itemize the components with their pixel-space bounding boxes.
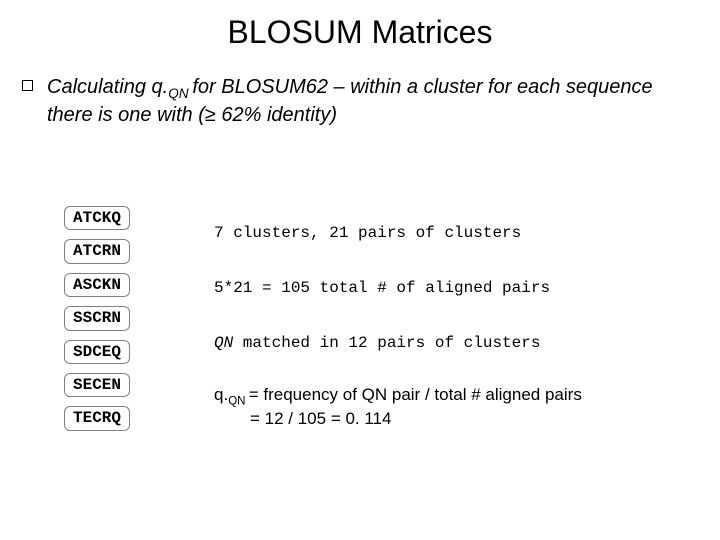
note-clusters: 7 clusters, 21 pairs of clusters — [214, 224, 684, 243]
note-freq-calc: = 12 / 105 = 0. 114 — [214, 408, 684, 429]
note-freq-q: q. — [214, 385, 228, 404]
sequence-box: ATCRN — [64, 239, 130, 263]
bullet-row: Calculating q.QN for BLOSUM62 – within a… — [0, 75, 720, 128]
sequence-column: ATCKQ ATCRN ASCKN SSCRN SDCEQ SECEN TECR… — [64, 206, 164, 431]
note-qn-post: matched in 12 pairs of clusters — [233, 334, 540, 352]
bullet-sub: QN — [168, 86, 192, 101]
sequence-box: SDCEQ — [64, 340, 130, 364]
bullet-pre: Calculating — [47, 76, 152, 98]
sequence-box: SECEN — [64, 373, 130, 397]
note-qn-pre: QN — [214, 334, 233, 352]
bullet-text: Calculating q.QN for BLOSUM62 – within a… — [47, 75, 700, 128]
bullet-q: q. — [152, 76, 169, 98]
sequence-box: TECRQ — [64, 406, 130, 430]
square-bullet-icon — [22, 80, 33, 91]
notes-column: 7 clusters, 21 pairs of clusters 5*21 = … — [214, 206, 684, 431]
note-freq-sub: QN — [228, 395, 249, 407]
sequence-box: ATCKQ — [64, 206, 130, 230]
note-frequency: q.QN = frequency of QN pair / total # al… — [214, 384, 684, 430]
content-row: ATCKQ ATCRN ASCKN SSCRN SDCEQ SECEN TECR… — [0, 206, 720, 431]
note-total-pairs: 5*21 = 105 total # of aligned pairs — [214, 279, 684, 298]
note-qn-matched: QN matched in 12 pairs of clusters — [214, 334, 684, 353]
sequence-box: ASCKN — [64, 273, 130, 297]
note-freq-post: = frequency of QN pair / total # aligned… — [249, 385, 582, 404]
slide-title: BLOSUM Matrices — [0, 0, 720, 51]
sequence-box: SSCRN — [64, 306, 130, 330]
